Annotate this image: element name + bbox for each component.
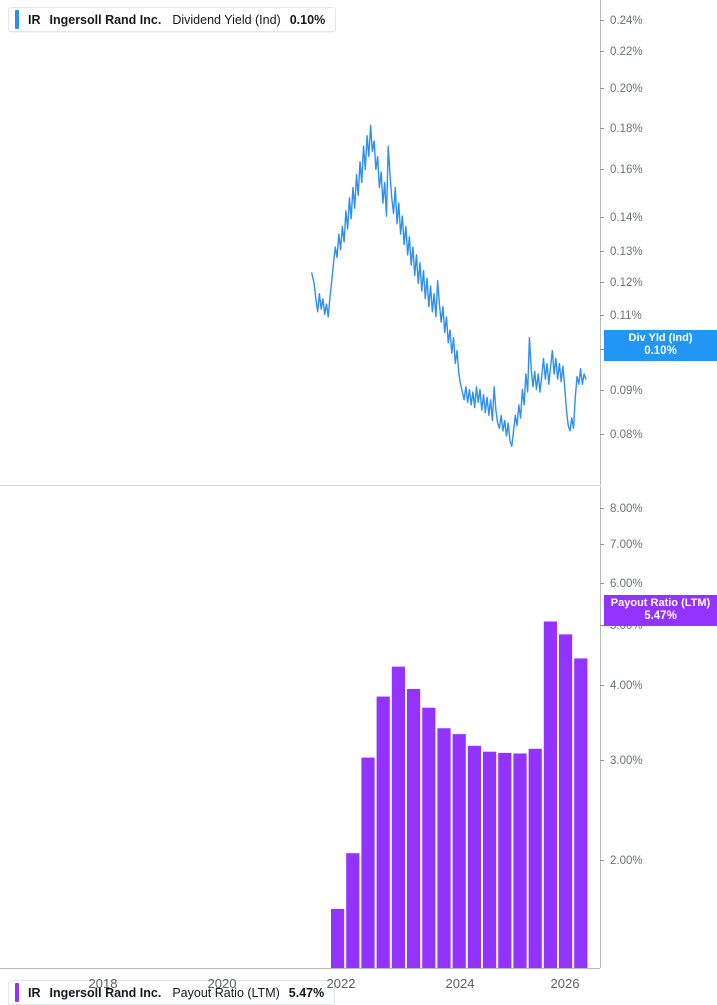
bar [483, 751, 497, 968]
bar [407, 688, 421, 968]
y-axis-tick-top: 0.20% [600, 83, 643, 95]
payout-ratio-panel: IR Ingersoll Rand Inc. Payout Ratio (LTM… [0, 486, 717, 1005]
bar [437, 728, 451, 968]
bar [528, 748, 542, 968]
bar [391, 666, 405, 968]
bar [559, 634, 573, 968]
bar [346, 853, 360, 968]
bar [376, 696, 390, 968]
bar [543, 621, 557, 968]
payout-ratio-value-badge: Payout Ratio (LTM) 5.47% [604, 595, 717, 627]
legend-ticker: IR [28, 12, 41, 27]
tick-mark-icon [600, 251, 604, 253]
tick-mark-icon [600, 860, 604, 862]
bar [574, 658, 588, 968]
y-axis-tick-bottom: 3.00% [600, 755, 643, 767]
y-axis-tick-top: 0.18% [600, 123, 643, 135]
y-axis-tick-bottom: 2.00% [600, 855, 643, 867]
legend-metric-label: Payout Ratio (LTM) [172, 985, 280, 1000]
y-axis-tick-bottom: 7.00% [600, 539, 643, 551]
tick-mark-icon [600, 508, 604, 510]
bar [452, 734, 466, 968]
tick-mark-icon [600, 315, 604, 317]
y-axis-tick-bottom: 6.00% [600, 578, 643, 590]
y-axis-tick-bottom: 4.00% [600, 680, 643, 692]
legend-color-swatch-purple [15, 983, 19, 1002]
tick-mark-icon [600, 282, 604, 284]
bar [513, 753, 527, 968]
legend-metric-value: 5.47% [288, 985, 325, 1000]
tick-mark-icon [600, 20, 604, 22]
legend-metric-value: 0.10% [289, 12, 326, 27]
top-axis-rail [600, 0, 601, 485]
payout-ratio-bar-svg [331, 621, 588, 968]
badge-label: Payout Ratio (LTM) [610, 597, 711, 609]
tick-mark-icon [600, 169, 604, 171]
legend-color-swatch-blue [15, 10, 19, 29]
bar [361, 757, 375, 968]
y-axis-tick-top: 0.13% [600, 246, 643, 258]
y-axis-tick-top: 0.09% [600, 385, 643, 397]
tick-mark-icon [600, 434, 604, 436]
dividend-yield-value-badge: Div Yld (Ind) 0.10% [604, 330, 717, 362]
y-axis-tick-top: 0.24% [600, 15, 643, 27]
y-axis-tick-top: 0.12% [600, 277, 643, 289]
legend-payout-ratio[interactable]: IR Ingersoll Rand Inc. Payout Ratio (LTM… [8, 980, 336, 1005]
y-axis-tick-top: 0.11% [600, 310, 642, 322]
tick-mark-icon [600, 88, 604, 90]
y-axis-tick-top: 0.14% [600, 212, 643, 224]
tick-mark-icon [600, 128, 604, 130]
panel-divider [0, 485, 600, 486]
tick-mark-icon [600, 625, 604, 627]
x-axis-tick: 2020 [207, 976, 237, 991]
bottom-axis-rail [600, 486, 601, 968]
legend-ticker: IR [28, 985, 41, 1000]
x-axis-tick: 2018 [88, 976, 118, 991]
tick-mark-icon [600, 760, 604, 762]
x-axis-tick: 2026 [550, 976, 580, 991]
legend-metric-label: Dividend Yield (Ind) [172, 12, 281, 27]
legend-company-name: Ingersoll Rand Inc. [49, 12, 162, 27]
y-axis-tick-top: 0.16% [600, 164, 643, 176]
badge-value: 5.47% [644, 609, 677, 622]
dividend-yield-panel: IR Ingersoll Rand Inc. Dividend Yield (I… [0, 0, 717, 486]
legend-company-name: Ingersoll Rand Inc. [49, 985, 162, 1000]
bar [422, 707, 436, 968]
dividend-yield-line [311, 124, 587, 448]
bar [498, 752, 512, 968]
right-value-axis: 0.24% 0.22% 0.20% 0.18% 0.16% 0.14% 0.13% 0.12%… [600, 0, 717, 1005]
badge-value: 0.10% [644, 344, 677, 357]
x-axis-line [0, 968, 600, 969]
tick-mark-icon [600, 51, 604, 53]
badge-label: Div Yld (Ind) [628, 332, 693, 344]
tick-mark-icon [600, 217, 604, 219]
y-axis-tick-bottom: 8.00% [600, 503, 643, 515]
y-axis-tick-top: 0.08% [600, 429, 643, 441]
bar [467, 745, 481, 968]
tick-mark-icon [600, 583, 604, 585]
x-axis-tick: 2022 [326, 976, 356, 991]
tick-mark-icon [600, 544, 604, 546]
tick-mark-icon [600, 390, 604, 392]
payout-ratio-plot[interactable] [0, 486, 600, 968]
y-axis-tick-top: 0.22% [600, 46, 643, 58]
bar [331, 908, 345, 968]
tick-mark-icon [600, 349, 604, 351]
legend-dividend-yield[interactable]: IR Ingersoll Rand Inc. Dividend Yield (I… [8, 7, 337, 32]
dividend-yield-line-svg [311, 124, 587, 448]
tick-mark-icon [600, 685, 604, 687]
dividend-yield-plot[interactable] [0, 0, 600, 485]
x-axis: 2018 2020 2022 2024 2026 [0, 968, 600, 1005]
x-axis-tick: 2024 [445, 976, 475, 991]
